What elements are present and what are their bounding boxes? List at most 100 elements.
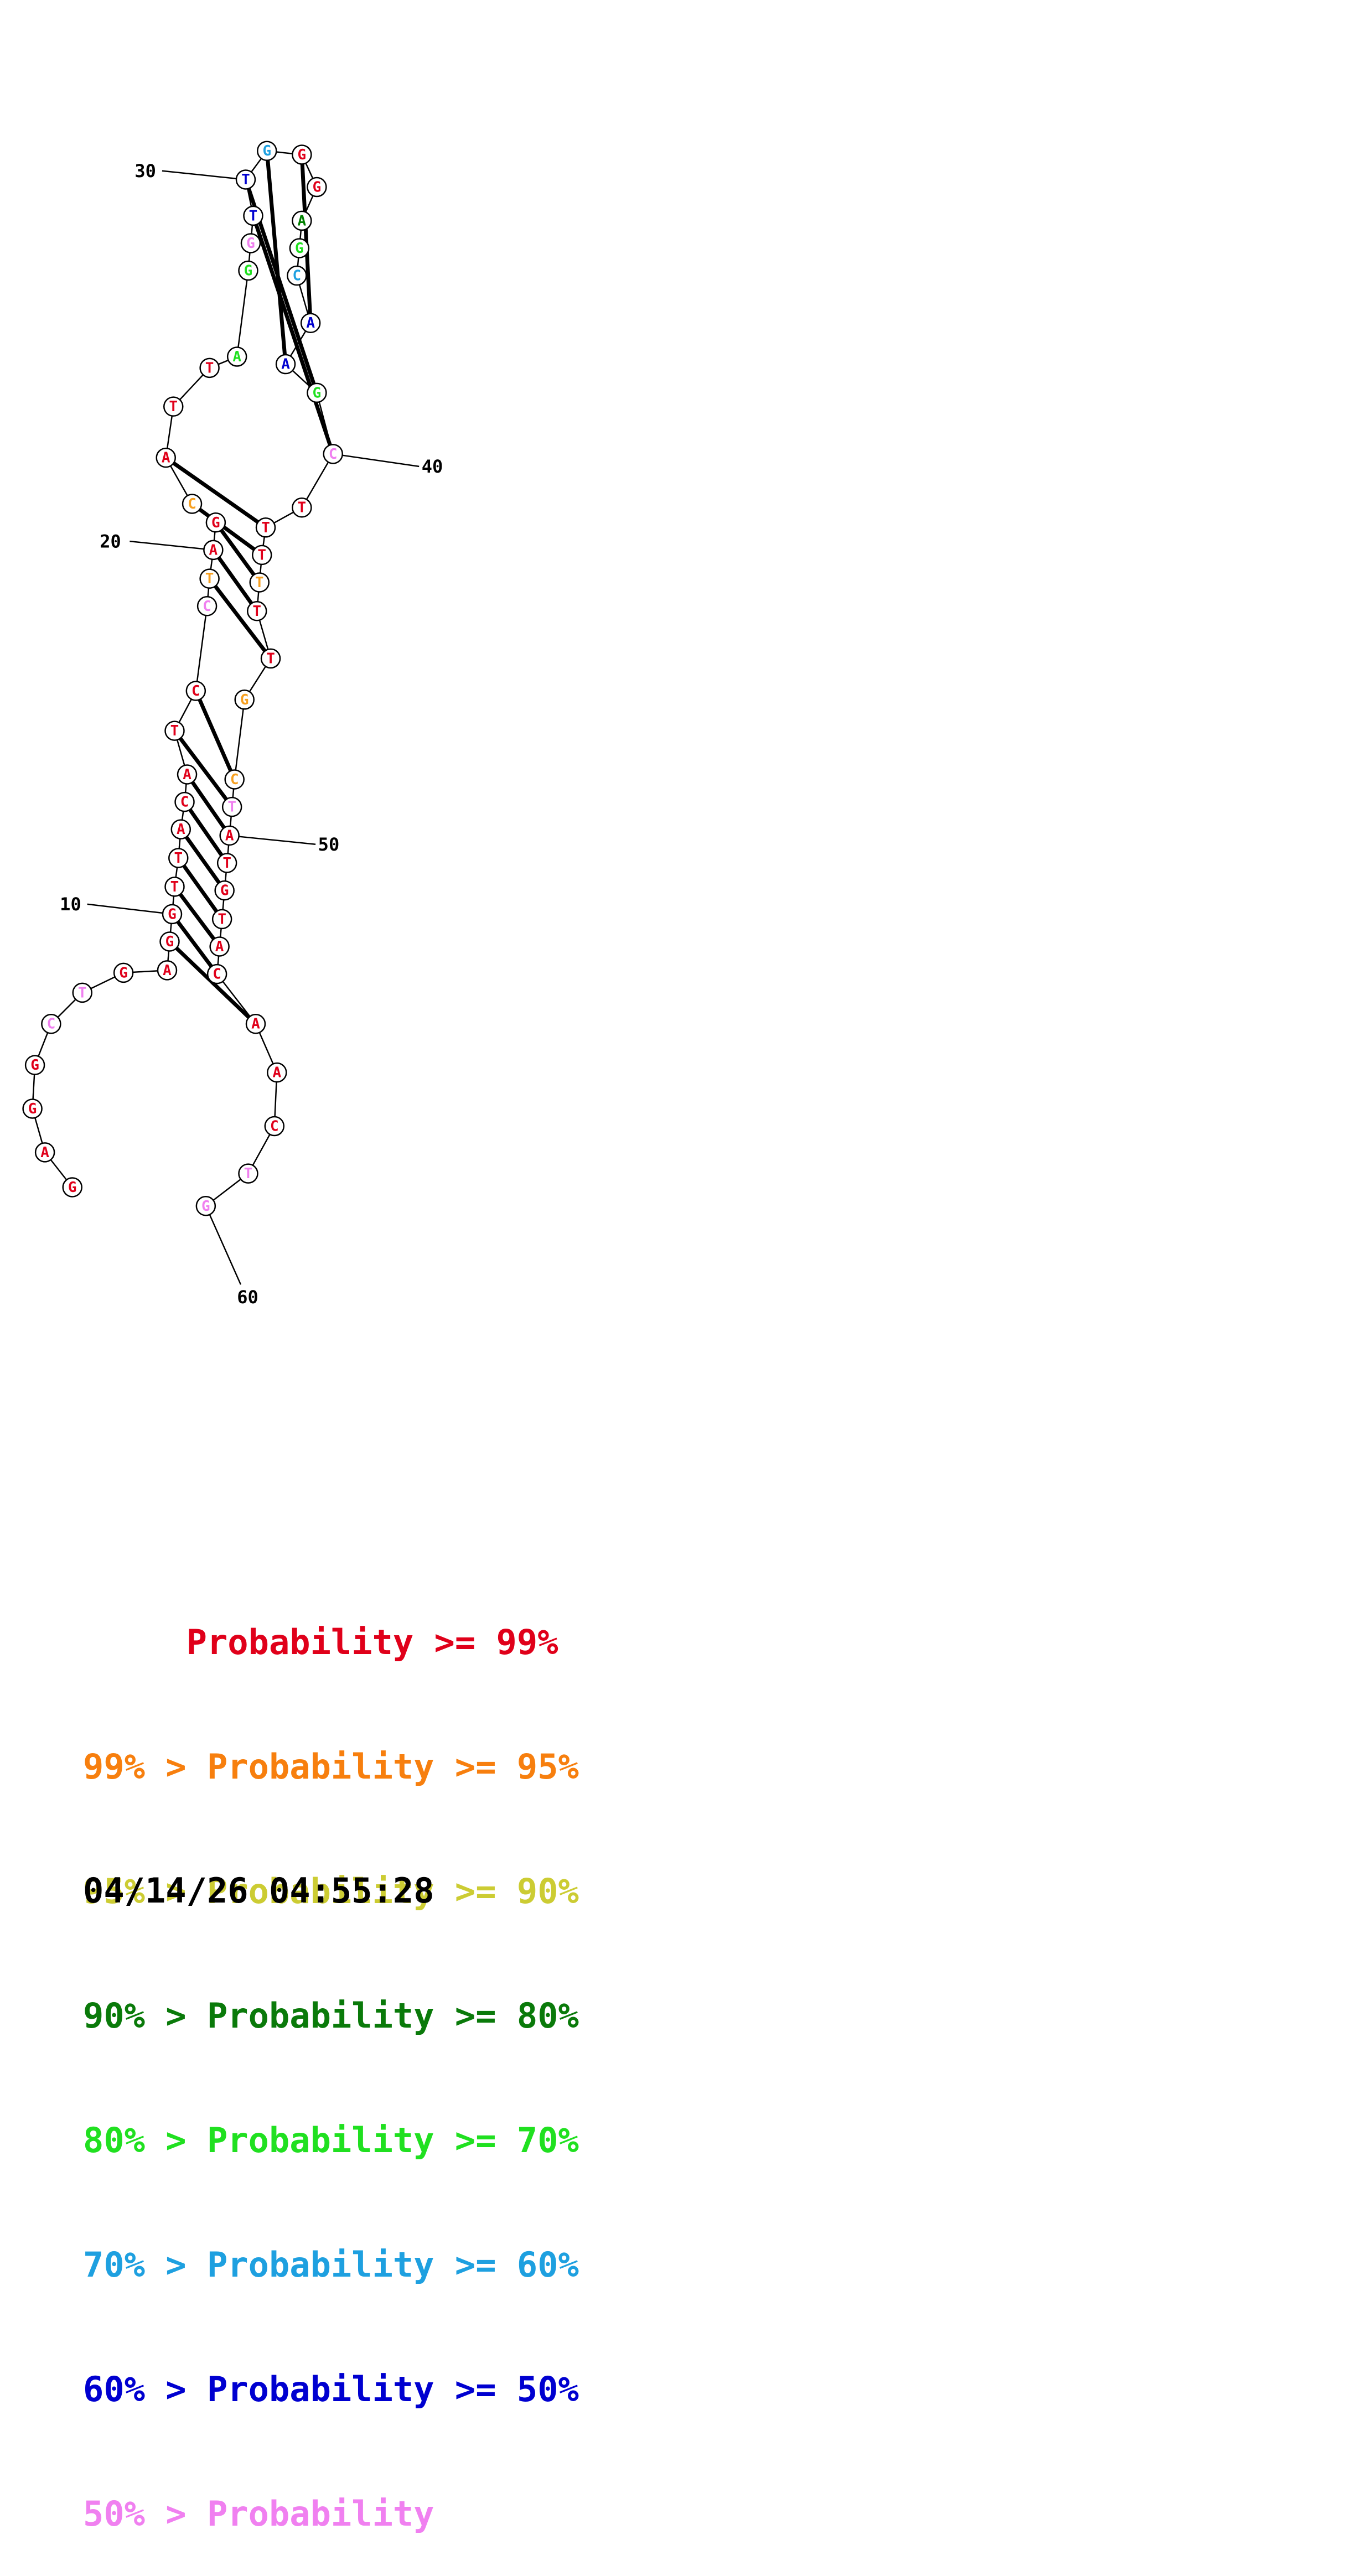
nucleotide-letter: G — [240, 692, 249, 708]
nucleotide-circle — [24, 1055, 45, 1075]
nucleotide-circle — [307, 382, 327, 403]
position-label-leader — [333, 453, 420, 468]
probability-legend: Probability >= 99% 99% > Probability >= … — [83, 1538, 579, 2576]
base-pair-bond — [170, 913, 219, 976]
nucleotide-letter: C — [329, 446, 338, 463]
nucleotide-circle — [224, 769, 245, 790]
nucleotide-circle — [267, 1062, 287, 1083]
nucleotide-letter: C — [180, 794, 189, 811]
nucleotide-circle — [289, 238, 310, 258]
nucleotide-circle — [240, 233, 261, 253]
nucleotide-circle — [206, 963, 227, 984]
nucleotide-letter: G — [201, 1198, 210, 1215]
nucleotide-circle — [246, 601, 267, 621]
nucleotide-circle — [252, 545, 272, 566]
base-pair-bond — [214, 521, 261, 584]
nucleotide-letter: G — [119, 965, 128, 981]
position-label-leader — [229, 835, 316, 845]
base-pair-bond — [173, 885, 221, 948]
nucleotide-letter: A — [306, 315, 315, 331]
nucleotide-circle — [292, 210, 312, 231]
base-pair-bond — [265, 151, 288, 365]
nucleotide-letter: A — [298, 212, 307, 229]
nucleotide-letter: G — [28, 1101, 37, 1117]
nucleotide-circle — [238, 1163, 258, 1184]
nucleotide-letter: T — [244, 1165, 253, 1182]
nucleotide-circle — [323, 444, 343, 464]
nucleotide-letter: T — [174, 850, 183, 867]
base-pair-bond — [164, 456, 267, 530]
nucleotide-letter: C — [191, 683, 200, 699]
nucleotide-letter: G — [220, 883, 229, 899]
nucleotide-letter: T — [255, 574, 264, 591]
nucleotide-letter: A — [183, 766, 191, 783]
nucleotide-circle — [156, 447, 176, 468]
nucleotide-letter: T — [205, 571, 214, 587]
nucleotide-letter: C — [188, 496, 196, 512]
nucleotide-circle — [72, 982, 92, 1003]
base-pair-bond — [208, 577, 272, 660]
nucleotide-circle — [196, 596, 218, 616]
nucleotide-circle — [22, 1098, 43, 1119]
nucleotide-circle — [221, 796, 242, 817]
base-pair-bond — [211, 548, 259, 613]
nucleotide-circle — [113, 962, 134, 983]
nucleotide-letter: T — [222, 855, 231, 872]
base-pair-bond — [190, 502, 263, 557]
nucleotide-letter: T — [205, 360, 214, 376]
nucleotide-letter: T — [298, 500, 307, 516]
nucleotide-letter: A — [177, 821, 185, 838]
legend-row: 99% > Probability >= 95% — [83, 1746, 579, 1787]
legend-row: 60% > Probability >= 50% — [83, 2369, 579, 2409]
nucleotide-letter: G — [244, 263, 253, 279]
nucleotide-letter: A — [215, 939, 224, 955]
position-label: 40 — [422, 456, 443, 477]
base-pair-bond — [194, 690, 236, 780]
nucleotide-letter: T — [261, 520, 270, 536]
nucleotide-circle — [162, 904, 183, 925]
backbone-segment — [301, 453, 334, 508]
nucleotide-circle — [185, 681, 206, 701]
nucleotide-circle — [195, 1196, 216, 1216]
nucleotide-letter: C — [203, 598, 211, 615]
nucleotide-letter: T — [227, 799, 236, 816]
nucleotide-circle — [164, 721, 185, 741]
legend-row: 80% > Probability >= 70% — [83, 2120, 579, 2160]
nucleotide-letter: G — [262, 143, 271, 159]
timestamp: 04/14/26 04:55:28 — [83, 1870, 434, 1911]
nucleotide-letter: T — [266, 650, 275, 667]
nucleotide-letter: C — [47, 1016, 56, 1033]
nucleotide-circle — [245, 1013, 266, 1034]
nucleotide-circle — [238, 260, 258, 281]
position-label: 60 — [237, 1287, 258, 1308]
nucleotide-circle — [199, 568, 220, 589]
nucleotide-letter: G — [168, 906, 177, 922]
nucleotide-circle — [307, 177, 327, 198]
nucleotide-circle — [292, 144, 312, 165]
nucleotide-circle — [164, 877, 185, 897]
legend-row: 95% > Probability >= 90% — [83, 1871, 579, 1911]
nucleotide-letter: A — [163, 962, 172, 979]
nucleotide-circle — [292, 497, 312, 518]
nucleotide-letter: G — [298, 147, 307, 163]
nucleotide-circle — [255, 517, 276, 538]
base-pair-layer — [164, 151, 335, 1025]
nucleotide-circle — [205, 512, 226, 533]
position-label-leader — [87, 903, 173, 915]
position-label-leader — [205, 1205, 242, 1285]
nucleotide-circle — [209, 936, 230, 957]
nucleotide-circle — [234, 690, 255, 710]
nucleotide-letter: A — [209, 542, 218, 558]
nucleotide-letter: T — [218, 911, 226, 927]
nucleotide-circle — [260, 648, 281, 669]
nucleotide-circle — [177, 764, 198, 785]
nucleotide-circle — [157, 960, 178, 981]
nucleotide-letter: G — [211, 515, 220, 531]
nucleotide-letter: G — [313, 385, 322, 401]
legend-row: Probability >= 99% — [83, 1622, 558, 1662]
base-pair-bond — [173, 729, 234, 808]
nucleotide-letter: G — [246, 235, 255, 252]
base-pair-bond — [185, 773, 231, 837]
